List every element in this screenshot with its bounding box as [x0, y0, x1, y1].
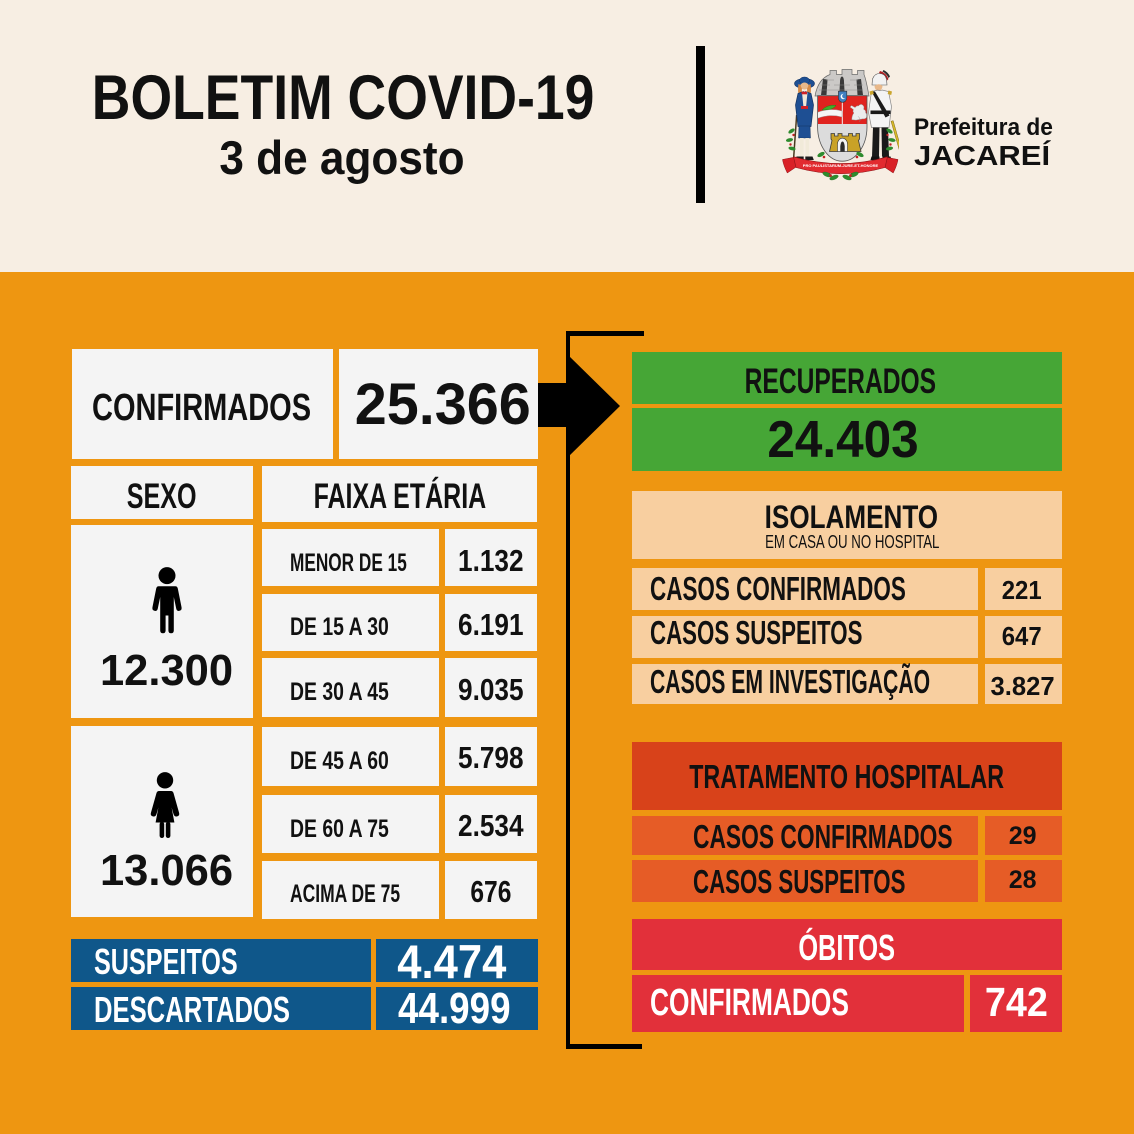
svg-text:PRO PAULISTARUM-JURE-ET-HONORE: PRO PAULISTARUM-JURE-ET-HONORE [803, 163, 879, 168]
